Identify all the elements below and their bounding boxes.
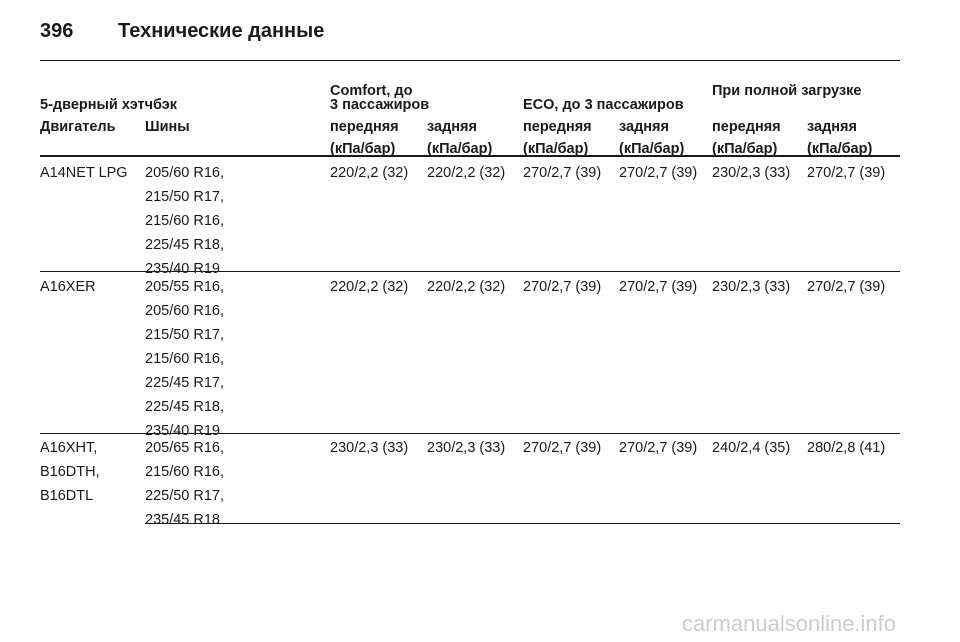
cell: 215/50 R17, bbox=[145, 327, 225, 343]
rule bbox=[40, 60, 900, 61]
column-header: (кПа/бар) bbox=[523, 141, 589, 157]
column-header: задняя bbox=[427, 119, 477, 135]
group-header: ECO, до 3 пассажиров bbox=[523, 97, 684, 113]
cell: A16XHT, bbox=[40, 440, 98, 456]
cell: A16XER bbox=[40, 279, 96, 295]
column-header: задняя bbox=[619, 119, 669, 135]
cell: 225/45 R18, bbox=[145, 399, 225, 415]
cell: 230/2,3 (33) bbox=[712, 165, 791, 181]
cell: 225/45 R18, bbox=[145, 237, 225, 253]
cell: 270/2,7 (39) bbox=[619, 165, 698, 181]
cell: 230/2,3 (33) bbox=[427, 440, 506, 456]
cell: 240/2,4 (35) bbox=[712, 440, 791, 456]
cell: 215/60 R16, bbox=[145, 213, 225, 229]
cell: 270/2,7 (39) bbox=[523, 165, 602, 181]
column-header: (кПа/бар) bbox=[807, 141, 873, 157]
cell: 280/2,8 (41) bbox=[807, 440, 886, 456]
column-header: Шины bbox=[145, 119, 190, 135]
column-header: Двигатель bbox=[40, 119, 116, 135]
cell: 270/2,7 (39) bbox=[619, 440, 698, 456]
column-header: задняя bbox=[807, 119, 857, 135]
cell: 215/60 R16, bbox=[145, 351, 225, 367]
cell: 220/2,2 (32) bbox=[330, 279, 409, 295]
cell: 270/2,7 (39) bbox=[807, 165, 886, 181]
cell: 270/2,7 (39) bbox=[523, 440, 602, 456]
cell: 235/45 R18 bbox=[145, 512, 220, 528]
column-header: (кПа/бар) bbox=[619, 141, 685, 157]
row-rule bbox=[40, 271, 900, 272]
cell: A14NET LPG bbox=[40, 165, 128, 181]
cell: 220/2,2 (32) bbox=[427, 279, 506, 295]
cell: 230/2,3 (33) bbox=[330, 440, 409, 456]
column-header: передняя bbox=[712, 119, 781, 135]
cell: B16DTH, bbox=[40, 464, 100, 480]
cell: 270/2,7 (39) bbox=[523, 279, 602, 295]
column-header: передняя bbox=[330, 119, 399, 135]
group-header: 5-дверный хэтчбэк bbox=[40, 97, 178, 113]
cell: B16DTL bbox=[40, 488, 94, 504]
row-rule bbox=[40, 433, 900, 434]
cell: 205/65 R16, bbox=[145, 440, 225, 456]
cell: 235/40 R19 bbox=[145, 261, 220, 277]
cell: 230/2,3 (33) bbox=[712, 279, 791, 295]
watermark: carmanualsonline.info bbox=[682, 611, 897, 636]
cell: 270/2,7 (39) bbox=[807, 279, 886, 295]
group-header: Comfort, до bbox=[330, 83, 413, 99]
cell: 225/45 R17, bbox=[145, 375, 225, 391]
page-number: 396 bbox=[40, 20, 74, 42]
header-rule bbox=[40, 155, 900, 157]
column-header: передняя bbox=[523, 119, 592, 135]
cell: 205/60 R16, bbox=[145, 165, 225, 181]
cell: 215/60 R16, bbox=[145, 464, 225, 480]
cell: 205/55 R16, bbox=[145, 279, 225, 295]
cell: 220/2,2 (32) bbox=[427, 165, 506, 181]
group-header: При полной загрузке bbox=[712, 83, 862, 99]
cell: 220/2,2 (32) bbox=[330, 165, 409, 181]
page-title: Технические данные bbox=[118, 20, 325, 42]
cell: 225/50 R17, bbox=[145, 488, 225, 504]
column-header: (кПа/бар) bbox=[330, 141, 396, 157]
group-header: 3 пассажиров bbox=[330, 97, 430, 113]
column-header: (кПа/бар) bbox=[427, 141, 493, 157]
cell: 215/50 R17, bbox=[145, 189, 225, 205]
cell: 235/40 R19 bbox=[145, 423, 220, 439]
cell: 205/60 R16, bbox=[145, 303, 225, 319]
column-header: (кПа/бар) bbox=[712, 141, 778, 157]
row-rule bbox=[145, 523, 900, 524]
cell: 270/2,7 (39) bbox=[619, 279, 698, 295]
